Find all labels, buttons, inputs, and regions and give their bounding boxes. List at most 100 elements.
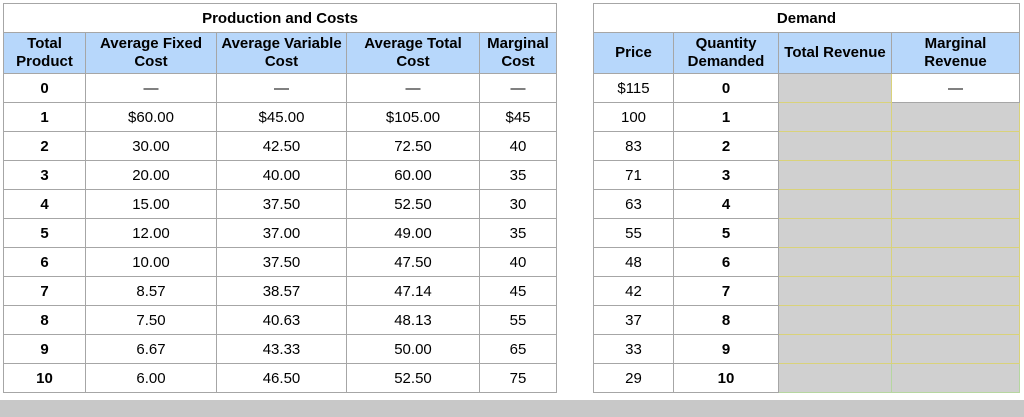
- total-revenue-input[interactable]: [778, 102, 892, 132]
- column-header: Marginal Revenue: [891, 32, 1020, 74]
- table-cell: 49.00: [346, 218, 480, 248]
- table-cell: 52.50: [346, 363, 480, 393]
- table-row: 0— — — —: [3, 73, 558, 103]
- total-revenue-input[interactable]: [778, 218, 892, 248]
- column-header: Price: [593, 32, 674, 74]
- table-row: 7 8.57 38.57 47.14 45: [3, 276, 558, 306]
- total-revenue-input[interactable]: [778, 276, 892, 306]
- column-header: Marginal Cost: [478, 32, 558, 74]
- total-revenue-input[interactable]: [778, 305, 892, 335]
- marginal-revenue-input[interactable]: [891, 218, 1020, 248]
- table-cell: 6: [673, 247, 779, 277]
- table-cell: 4: [3, 189, 86, 219]
- marginal-revenue-input[interactable]: [891, 131, 1020, 161]
- table-cell: 47.50: [346, 247, 480, 277]
- total-revenue-input[interactable]: [778, 160, 892, 190]
- demand-table: Demand Price Quantity Demanded Total Rev…: [593, 3, 1020, 393]
- table-cell: 3: [673, 160, 779, 190]
- table-cell: —: [216, 73, 347, 103]
- column-header: Average Variable Cost: [216, 32, 347, 74]
- marginal-revenue-input[interactable]: [891, 102, 1020, 132]
- table-cell: 0: [3, 73, 86, 103]
- table-cell: 8: [3, 305, 86, 335]
- table-cell: 75: [478, 363, 558, 393]
- table-cell: —: [891, 73, 1020, 103]
- table-cell: 40.00: [216, 160, 347, 190]
- table-cell: 100: [593, 102, 674, 132]
- table-cell: 10.00: [85, 247, 217, 277]
- header-gap: [557, 32, 592, 76]
- table-cell: 0: [673, 73, 779, 103]
- table-cell: 10: [673, 363, 779, 393]
- marginal-revenue-input[interactable]: [891, 363, 1020, 393]
- table-cell: 37.50: [216, 247, 347, 277]
- column-header: Average Total Cost: [346, 32, 480, 74]
- table-cell: 15.00: [85, 189, 217, 219]
- total-revenue-input[interactable]: [778, 131, 892, 161]
- table-cell: 12.00: [85, 218, 217, 248]
- total-revenue-input[interactable]: [778, 247, 892, 277]
- total-revenue-input[interactable]: [778, 363, 892, 393]
- table-cell: —: [85, 73, 217, 103]
- table-cell: 48: [593, 247, 674, 277]
- table-cell: 2: [673, 131, 779, 161]
- table-cell: —: [346, 73, 480, 103]
- table-row: 2 30.00 42.50 72.50 40: [3, 131, 558, 161]
- table-row: 4 15.00 37.50 52.50 30: [3, 189, 558, 219]
- total-revenue-input[interactable]: [778, 189, 892, 219]
- marginal-revenue-input[interactable]: [891, 276, 1020, 306]
- table-row: 1 $60.00 $45.00 $105.00 $45: [3, 102, 558, 132]
- table-cell: 7: [3, 276, 86, 306]
- production-costs-table: Production and Costs Total Product Avera…: [2, 3, 558, 393]
- total-revenue-input[interactable]: [778, 73, 892, 103]
- table-row: 33 9: [593, 334, 1020, 364]
- table-cell: 48.13: [346, 305, 480, 335]
- table-row: 63 4: [593, 189, 1020, 219]
- table-cell: 8: [673, 305, 779, 335]
- table-cell: 6.67: [85, 334, 217, 364]
- table-cell: 42: [593, 276, 674, 306]
- table-row: 100 1: [593, 102, 1020, 132]
- table-cell: 72.50: [346, 131, 480, 161]
- table-row: 55 5: [593, 218, 1020, 248]
- table-cell: 60.00: [346, 160, 480, 190]
- bottom-scroll-area: [0, 400, 1024, 417]
- column-header: Quantity Demanded: [673, 32, 779, 74]
- table-cell: 9: [673, 334, 779, 364]
- table-cell: —: [478, 73, 558, 103]
- table-row: 9 6.67 43.33 50.00 65: [3, 334, 558, 364]
- table-cell: 30.00: [85, 131, 217, 161]
- production-header-row: Total Product Average Fixed Cost Average…: [3, 32, 558, 74]
- table-cell: 5: [3, 218, 86, 248]
- table-row: 3 20.00 40.00 60.00 35: [3, 160, 558, 190]
- marginal-revenue-input[interactable]: [891, 334, 1020, 364]
- table-cell: 40: [478, 247, 558, 277]
- table-cell: 83: [593, 131, 674, 161]
- table-cell: 30: [478, 189, 558, 219]
- marginal-revenue-input[interactable]: [891, 160, 1020, 190]
- table-cell: 6.00: [85, 363, 217, 393]
- table-cell: 65: [478, 334, 558, 364]
- table-cell: 37.50: [216, 189, 347, 219]
- demand-header-row: Price Quantity Demanded Total Revenue Ma…: [593, 32, 1020, 74]
- demand-title: Demand: [593, 3, 1020, 33]
- table-cell: 7.50: [85, 305, 217, 335]
- table-cell: 46.50: [216, 363, 347, 393]
- marginal-revenue-input[interactable]: [891, 305, 1020, 335]
- table-row: $115 0 —: [593, 73, 1020, 103]
- table-cell: 52.50: [346, 189, 480, 219]
- column-header: Total Revenue: [778, 32, 892, 74]
- table-row: 10 6.00 46.50 52.50 75: [3, 363, 558, 393]
- table-cell: 5: [673, 218, 779, 248]
- table-row: 37 8: [593, 305, 1020, 335]
- table-cell: 8.57: [85, 276, 217, 306]
- table-cell: 40: [478, 131, 558, 161]
- table-row: 5 12.00 37.00 49.00 35: [3, 218, 558, 248]
- marginal-revenue-input[interactable]: [891, 189, 1020, 219]
- marginal-revenue-input[interactable]: [891, 247, 1020, 277]
- table-row: 83 2: [593, 131, 1020, 161]
- table-cell: 35: [478, 160, 558, 190]
- table-cell: 45: [478, 276, 558, 306]
- total-revenue-input[interactable]: [778, 334, 892, 364]
- table-row: 48 6: [593, 247, 1020, 277]
